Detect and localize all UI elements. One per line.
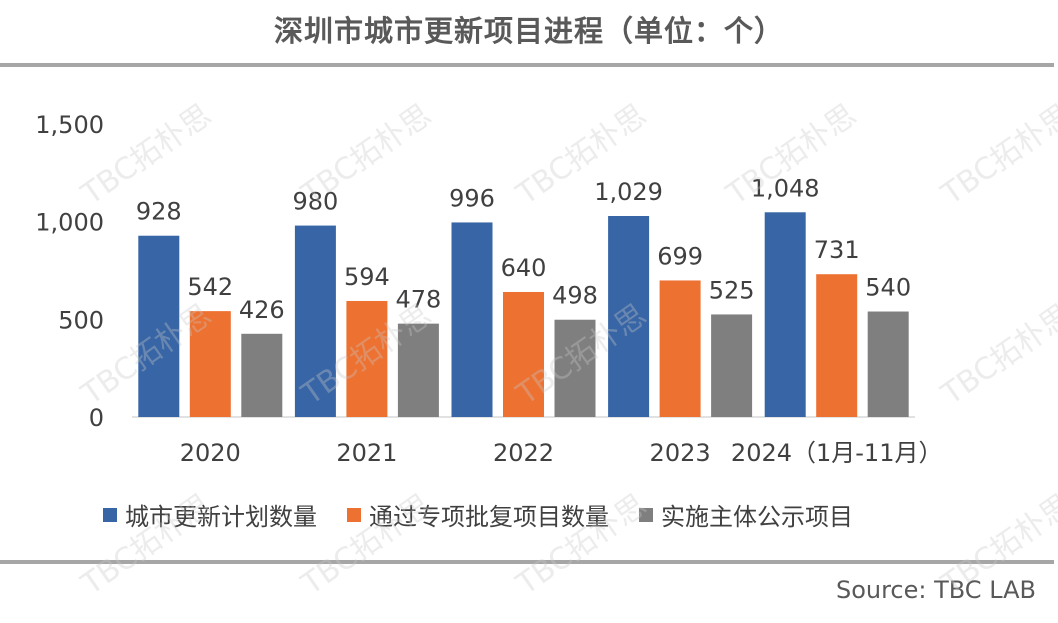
legend-swatch-series3 — [639, 507, 653, 522]
bar-1 — [138, 235, 180, 417]
bar-3 — [867, 311, 909, 417]
bar-2 — [659, 280, 701, 417]
bar-2 — [503, 291, 544, 417]
data-label: 540 — [865, 274, 911, 302]
data-label: 525 — [709, 276, 755, 304]
x-category-label: 2020 — [180, 439, 241, 467]
y-tick-label: 1,000 — [35, 209, 104, 237]
data-label: 594 — [344, 263, 390, 291]
bar-3 — [397, 323, 439, 417]
legend-label-series1: 城市更新计划数量 — [125, 503, 317, 531]
data-label: 640 — [501, 254, 547, 282]
data-label: 980 — [292, 188, 338, 216]
data-label: 1,048 — [751, 174, 820, 202]
bar-2 — [816, 274, 858, 417]
bar-1 — [294, 225, 336, 417]
bar-1 — [451, 222, 493, 417]
legend-swatch-series1 — [103, 507, 117, 522]
bottom-divider — [0, 560, 1054, 564]
data-label: 928 — [136, 198, 182, 226]
bar-3 — [711, 314, 753, 417]
data-label: 1,029 — [594, 178, 663, 206]
y-tick-label: 1,500 — [35, 111, 104, 139]
legend-label-series3: 实施主体公示项目 — [661, 503, 853, 531]
bar-3 — [554, 319, 596, 417]
y-tick-label: 0 — [89, 404, 104, 432]
chart-title: 深圳市城市更新项目进程（单位：个） — [273, 14, 784, 48]
bar-3 — [241, 333, 283, 417]
data-label: 478 — [395, 286, 441, 314]
bar-1 — [764, 212, 806, 417]
bar-1 — [608, 216, 650, 417]
legend-item-series3: 实施主体公示项目 — [639, 497, 853, 532]
y-tick-label: 500 — [58, 306, 104, 334]
x-category-label: 2024（1月-11月） — [731, 439, 943, 467]
source-note: Source: TBC LAB — [835, 576, 1036, 604]
x-category-label: 2023 — [650, 439, 711, 467]
data-label: 426 — [239, 296, 285, 324]
legend-item-series1: 城市更新计划数量 — [103, 497, 317, 532]
chart-legend: 城市更新计划数量 通过专项批复项目数量 实施主体公示项目 — [103, 497, 853, 532]
legend-item-series2: 通过专项批复项目数量 — [347, 497, 609, 532]
x-category-label: 2022 — [493, 439, 554, 467]
data-label: 498 — [552, 282, 598, 310]
data-label: 996 — [449, 184, 495, 212]
bar-2 — [346, 300, 388, 417]
bar-2 — [189, 311, 231, 417]
x-category-label: 2021 — [336, 439, 397, 467]
data-label: 699 — [657, 242, 703, 270]
top-divider — [0, 63, 1054, 67]
legend-label-series2: 通过专项批复项目数量 — [369, 503, 609, 531]
legend-swatch-series2 — [347, 507, 361, 522]
data-label: 731 — [814, 236, 860, 264]
data-label: 542 — [187, 273, 233, 301]
